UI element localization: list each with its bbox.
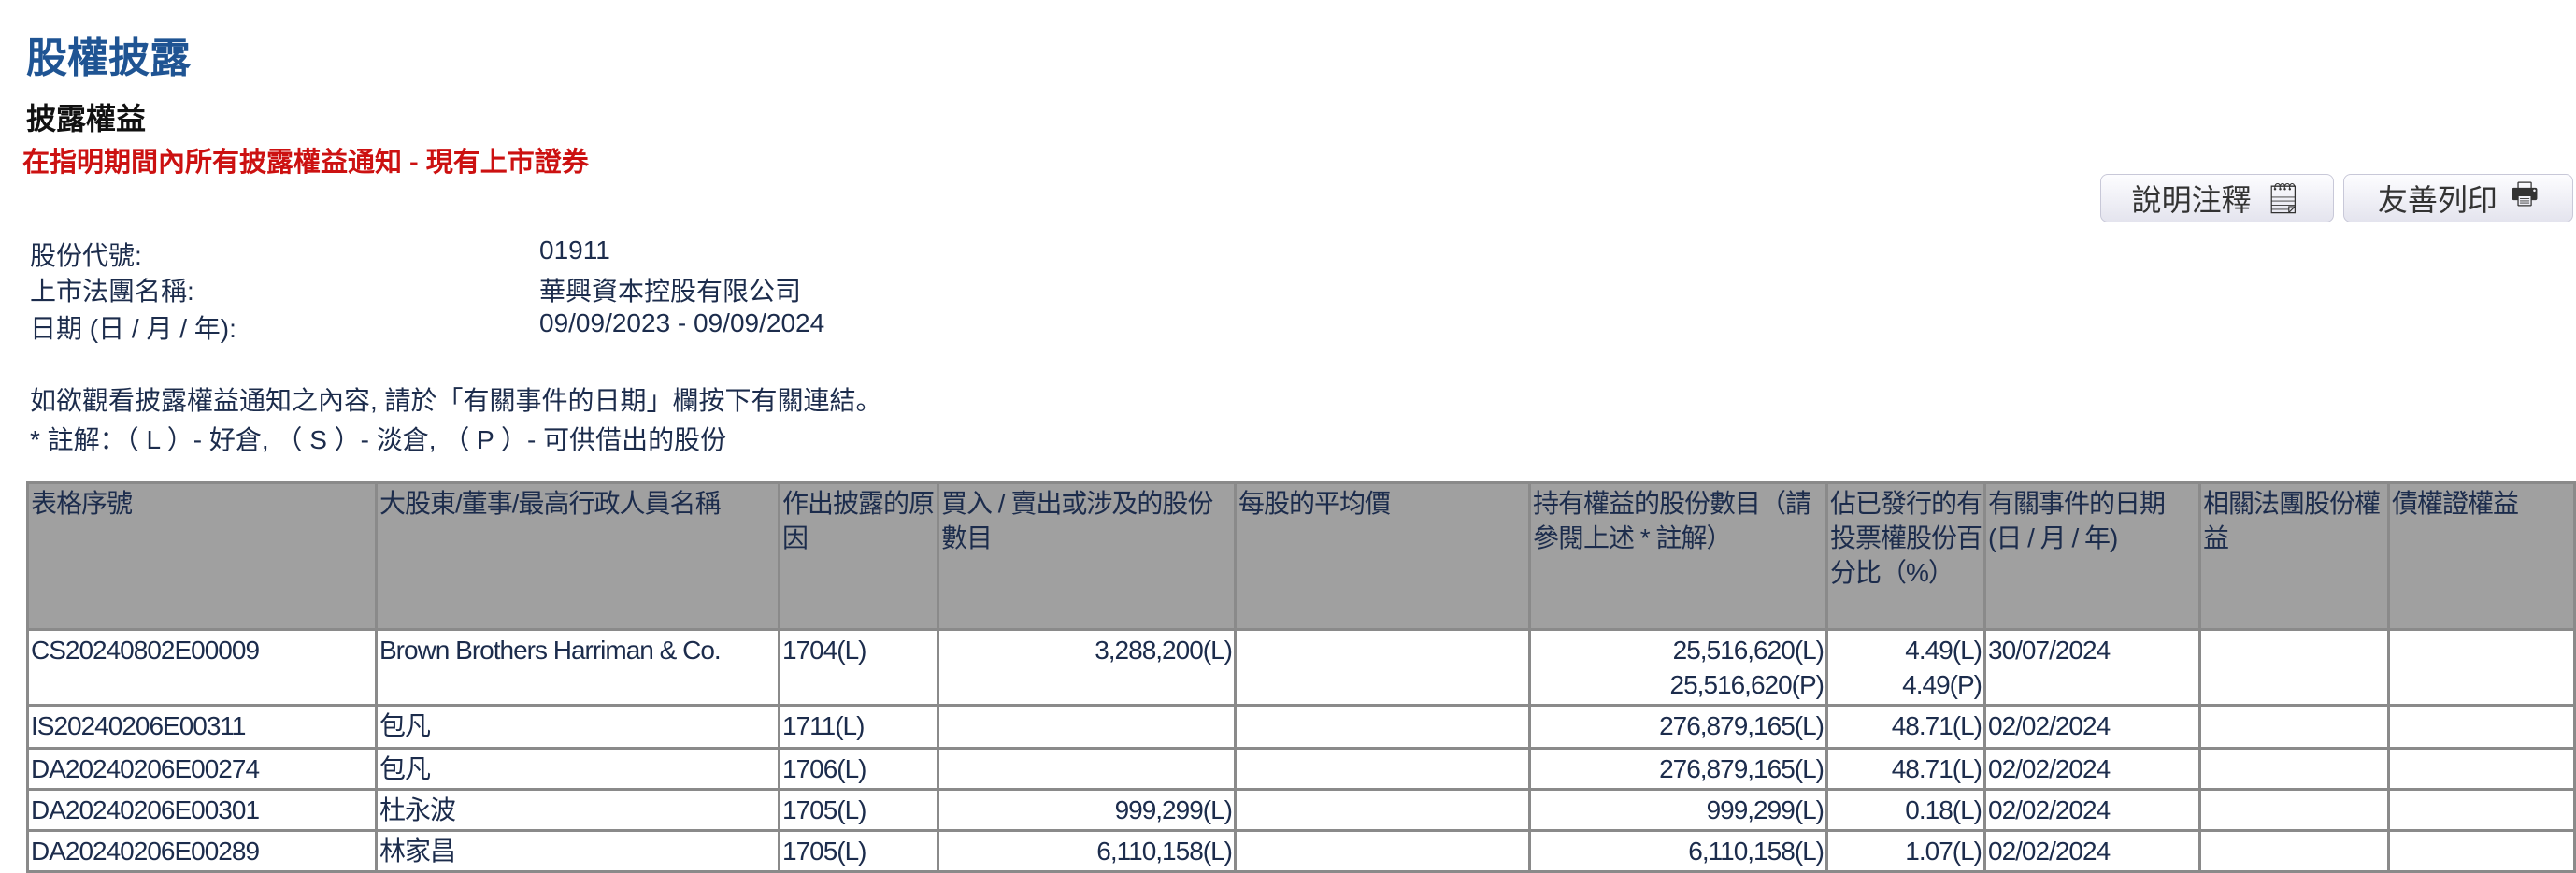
pct-value: 4.49(P)	[1902, 670, 1982, 699]
cell-held: 25,516,620(L) 25,516,620(P)	[1528, 628, 1828, 707]
print-button-label: 友善列印	[2377, 183, 2497, 217]
column-header: 買入 / 賣出或涉及的股份數目	[937, 481, 1237, 631]
cell-deb	[2387, 628, 2576, 707]
pct-value: 0.18(L)	[1905, 795, 1982, 824]
column-header: 表格序號	[26, 481, 378, 631]
cell-deb	[2387, 829, 2576, 873]
cell-avg	[1234, 747, 1531, 791]
cell-assoc	[2198, 628, 2390, 707]
cell-pct: 4.49(L) 4.49(P)	[1825, 628, 1986, 707]
printer-icon: 🖶	[2510, 177, 2540, 210]
cell-shares: 6,110,158(L)	[937, 829, 1237, 873]
cell-form: IS20240206E00311	[26, 704, 378, 750]
cell-name: 林家昌	[375, 829, 780, 873]
column-header: 佔已發行的有投票權股份百分比（%）	[1825, 481, 1986, 631]
cell-reason: 1705(L)	[778, 788, 939, 832]
cell-avg	[1234, 704, 1531, 750]
cell-reason: 1704(L)	[778, 628, 939, 707]
pct-value: 48.71(L)	[1891, 754, 1982, 783]
cell-avg	[1234, 628, 1531, 707]
cell-avg	[1234, 829, 1531, 873]
column-header: 每股的平均價	[1234, 481, 1531, 631]
cell-pct: 1.07(L)	[1825, 829, 1986, 873]
cell-shares: 999,299(L)	[937, 788, 1237, 832]
cell-deb	[2387, 788, 2576, 832]
held-value: 6,110,158(L)	[1688, 837, 1825, 866]
column-header: 大股東/董事/最高行政人員名稱	[375, 481, 780, 631]
page-title: 股權披露	[26, 36, 191, 81]
cell-pct: 48.71(L)	[1825, 704, 1986, 750]
held-value: 999,299(L)	[1706, 795, 1825, 824]
cell-assoc	[2198, 788, 2390, 832]
cell-held: 999,299(L)	[1528, 788, 1828, 832]
date-label: 日期 (日 / 月 / 年):	[30, 314, 236, 343]
cell-name: Brown Brothers Harriman & Co.	[375, 628, 780, 707]
stock-code: 01911	[539, 236, 610, 265]
print-button[interactable]: 友善列印 🖶	[2343, 174, 2573, 222]
table-row: DA20240206E00289 林家昌 1705(L) 6,110,158(L) 6,…	[26, 829, 2576, 873]
pct-value: 1.07(L)	[1905, 837, 1982, 866]
column-header: 持有權益的股份數目（請參閱上述 * 註解）	[1528, 481, 1828, 631]
column-header: 作出披露的原因	[778, 481, 939, 631]
held-value: 25,516,620(P)	[1669, 670, 1825, 699]
subtitle: 在指明期間內所有披露權益通知 - 現有上市證券	[22, 148, 589, 178]
cell-date[interactable]: 02/02/2024	[1983, 747, 2201, 791]
cell-shares	[937, 704, 1237, 750]
cell-shares	[937, 747, 1237, 791]
cell-assoc	[2198, 829, 2390, 873]
cell-deb	[2387, 704, 2576, 750]
cell-reason: 1711(L)	[778, 704, 939, 750]
date-range: 09/09/2023 - 09/09/2024	[539, 308, 825, 337]
cell-form: DA20240206E00301	[26, 788, 378, 832]
column-header: 相關法團股份權益	[2198, 481, 2390, 631]
legend-note: * 註解：（ L ）- 好倉, （ S ）- 淡倉, （ P ）- 可供借出的股…	[30, 425, 727, 454]
pct-value: 48.71(L)	[1891, 711, 1982, 740]
cell-name: 包凡	[375, 747, 780, 791]
cell-pct: 48.71(L)	[1825, 747, 1986, 791]
company-label: 上市法團名稱:	[30, 277, 194, 306]
cell-date[interactable]: 02/02/2024	[1983, 829, 2201, 873]
section-title: 披露權益	[26, 102, 147, 136]
column-header: 債權證權益	[2387, 481, 2576, 631]
disclosure-table: 表格序號 大股東/董事/最高行政人員名稱 作出披露的原因 買入 / 賣出或涉及的股份數…	[26, 481, 2576, 873]
cell-reason: 1705(L)	[778, 829, 939, 873]
pct-value: 4.49(L)	[1905, 636, 1982, 665]
cell-form: CS20240802E00009	[26, 628, 378, 707]
notepad-icon: 🗒	[2264, 181, 2303, 215]
cell-pct: 0.18(L)	[1825, 788, 1986, 832]
notes-button[interactable]: 說明注釋 🗒	[2100, 174, 2334, 222]
held-value: 276,879,165(L)	[1659, 754, 1825, 783]
cell-held: 6,110,158(L)	[1528, 829, 1828, 873]
table-row: DA20240206E00301 杜永波 1705(L) 999,299(L) 999,…	[26, 788, 2576, 832]
cell-form: DA20240206E00274	[26, 747, 378, 791]
cell-form: DA20240206E00289	[26, 829, 378, 873]
cell-reason: 1706(L)	[778, 747, 939, 791]
instructions: 如欲觀看披露權益通知之內容, 請於「有關事件的日期」欄按下有關連結。	[30, 386, 882, 415]
cell-avg	[1234, 788, 1531, 832]
held-value: 276,879,165(L)	[1659, 711, 1825, 740]
cell-date[interactable]: 30/07/2024	[1983, 628, 2201, 707]
cell-assoc	[2198, 704, 2390, 750]
cell-date[interactable]: 02/02/2024	[1983, 788, 2201, 832]
notes-button-label: 說明注釋	[2131, 183, 2252, 217]
cell-deb	[2387, 747, 2576, 791]
cell-date[interactable]: 02/02/2024	[1983, 704, 2201, 750]
cell-held: 276,879,165(L)	[1528, 747, 1828, 791]
cell-name: 包凡	[375, 704, 780, 750]
column-header: 有關事件的日期 (日 / 月 / 年)	[1983, 481, 2201, 631]
cell-shares: 3,288,200(L)	[937, 628, 1237, 707]
company-name: 華興資本控股有限公司	[539, 277, 802, 306]
table-row: CS20240802E00009 Brown Brothers Harriman …	[26, 628, 2576, 707]
cell-held: 276,879,165(L)	[1528, 704, 1828, 750]
cell-assoc	[2198, 747, 2390, 791]
table-row: IS20240206E00311 包凡 1711(L) 276,879,165(L) 4…	[26, 704, 2576, 750]
cell-name: 杜永波	[375, 788, 780, 832]
held-value: 25,516,620(L)	[1672, 636, 1825, 665]
table-row: DA20240206E00274 包凡 1706(L) 276,879,165(L) 4…	[26, 747, 2576, 791]
stock-code-label: 股份代號:	[30, 241, 142, 270]
